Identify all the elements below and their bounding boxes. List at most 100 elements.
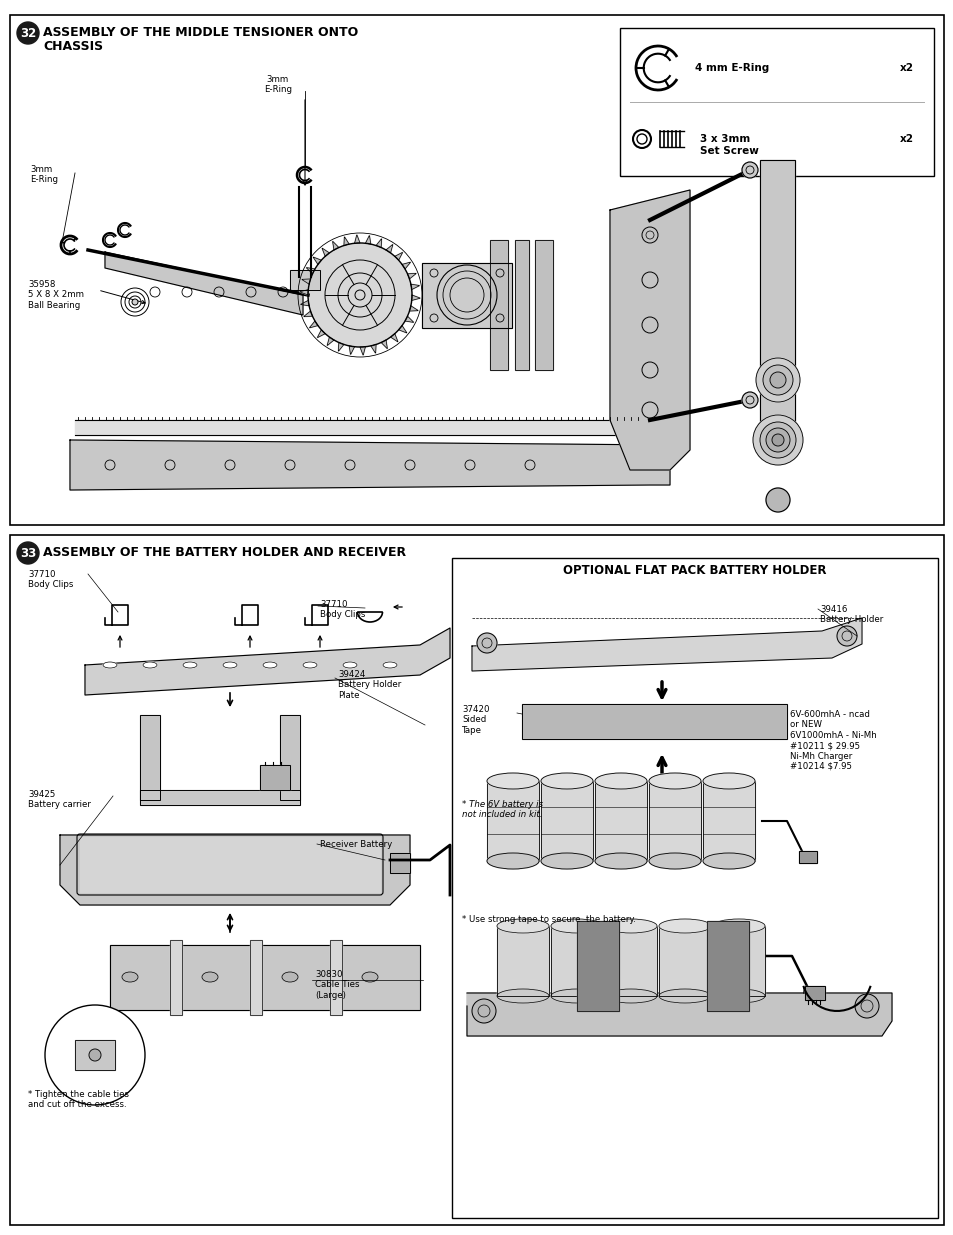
Circle shape	[132, 299, 138, 305]
Ellipse shape	[122, 972, 138, 982]
Polygon shape	[467, 993, 891, 1036]
Bar	[515, 240, 529, 370]
Bar	[280, 715, 299, 800]
Bar	[280, 715, 299, 800]
Ellipse shape	[595, 773, 646, 789]
Bar	[799, 851, 816, 863]
Bar	[648, 781, 700, 861]
Bar	[804, 986, 824, 1000]
Bar	[540, 781, 593, 861]
Text: * Use strong tape to secure  the battery.: * Use strong tape to secure the battery.	[461, 915, 636, 924]
Bar	[250, 940, 262, 1015]
Circle shape	[476, 634, 497, 653]
Polygon shape	[338, 342, 344, 351]
Circle shape	[854, 994, 878, 1018]
Ellipse shape	[497, 919, 548, 932]
Bar	[260, 764, 290, 790]
Polygon shape	[70, 440, 669, 490]
Polygon shape	[313, 257, 321, 264]
Text: * The 6V battery is
not included in kit.: * The 6V battery is not included in kit.	[461, 800, 542, 819]
Bar	[702, 781, 754, 861]
Ellipse shape	[486, 853, 538, 869]
Circle shape	[836, 626, 856, 646]
Polygon shape	[375, 238, 381, 247]
Circle shape	[741, 162, 758, 178]
Bar	[515, 240, 529, 370]
Circle shape	[769, 372, 785, 388]
Bar	[706, 921, 748, 1011]
Ellipse shape	[223, 662, 236, 668]
Text: x2: x2	[899, 135, 913, 144]
Bar	[497, 926, 548, 995]
Text: 32: 32	[20, 27, 36, 40]
Ellipse shape	[702, 773, 754, 789]
Ellipse shape	[540, 853, 593, 869]
Bar	[10, 15, 943, 525]
Bar	[804, 986, 824, 1000]
Bar	[535, 240, 553, 370]
Polygon shape	[472, 618, 862, 671]
Circle shape	[752, 415, 802, 466]
Bar	[170, 940, 182, 1015]
Bar	[706, 921, 748, 1011]
Ellipse shape	[497, 989, 548, 1003]
Ellipse shape	[659, 989, 710, 1003]
Bar	[521, 704, 786, 739]
Polygon shape	[395, 252, 402, 261]
Bar	[577, 921, 618, 1011]
Polygon shape	[411, 284, 419, 289]
Polygon shape	[300, 289, 308, 295]
Bar	[551, 926, 602, 995]
Ellipse shape	[712, 989, 764, 1003]
Polygon shape	[359, 347, 365, 354]
Polygon shape	[302, 279, 311, 284]
Polygon shape	[401, 262, 410, 269]
Polygon shape	[306, 268, 314, 274]
Polygon shape	[349, 346, 355, 354]
Ellipse shape	[282, 972, 297, 982]
Text: Receiver Battery: Receiver Battery	[319, 840, 392, 848]
Bar	[330, 940, 341, 1015]
Bar	[452, 558, 937, 1218]
Ellipse shape	[103, 662, 117, 668]
Ellipse shape	[382, 662, 396, 668]
Text: 30830
Cable Ties
(Large): 30830 Cable Ties (Large)	[314, 969, 359, 1000]
Bar	[497, 926, 548, 995]
Polygon shape	[322, 248, 329, 257]
Bar	[619, 28, 933, 177]
Text: ASSEMBLY OF THE MIDDLE TENSIONER ONTO: ASSEMBLY OF THE MIDDLE TENSIONER ONTO	[43, 26, 358, 40]
Text: 37710
Body Clips: 37710 Body Clips	[319, 600, 365, 620]
Bar	[540, 781, 593, 861]
Text: 37420
Sided
Tape: 37420 Sided Tape	[461, 705, 489, 735]
Bar	[110, 945, 419, 1010]
Text: 4 mm E-Ring: 4 mm E-Ring	[695, 63, 768, 73]
Polygon shape	[365, 236, 371, 245]
Polygon shape	[85, 629, 450, 695]
Polygon shape	[310, 321, 317, 327]
Ellipse shape	[540, 773, 593, 789]
Bar	[421, 263, 512, 329]
Polygon shape	[390, 333, 397, 342]
Ellipse shape	[551, 919, 602, 932]
Bar	[80, 837, 379, 892]
Text: CHASSIS: CHASSIS	[43, 40, 103, 53]
Bar	[490, 240, 507, 370]
Ellipse shape	[648, 773, 700, 789]
Circle shape	[89, 1049, 101, 1061]
Text: 39416
Battery Holder: 39416 Battery Holder	[820, 605, 882, 625]
Bar	[260, 764, 290, 790]
Bar	[659, 926, 710, 995]
Circle shape	[17, 22, 39, 44]
Circle shape	[760, 422, 795, 458]
Circle shape	[472, 999, 496, 1023]
Polygon shape	[609, 190, 689, 471]
Ellipse shape	[604, 989, 657, 1003]
Ellipse shape	[551, 989, 602, 1003]
Ellipse shape	[648, 853, 700, 869]
Circle shape	[765, 488, 789, 513]
Polygon shape	[407, 273, 416, 279]
Text: 33: 33	[20, 547, 36, 559]
Polygon shape	[105, 252, 303, 315]
Polygon shape	[290, 270, 319, 290]
Text: ASSEMBLY OF THE BATTERY HOLDER AND RECEIVER: ASSEMBLY OF THE BATTERY HOLDER AND RECEI…	[43, 547, 406, 559]
